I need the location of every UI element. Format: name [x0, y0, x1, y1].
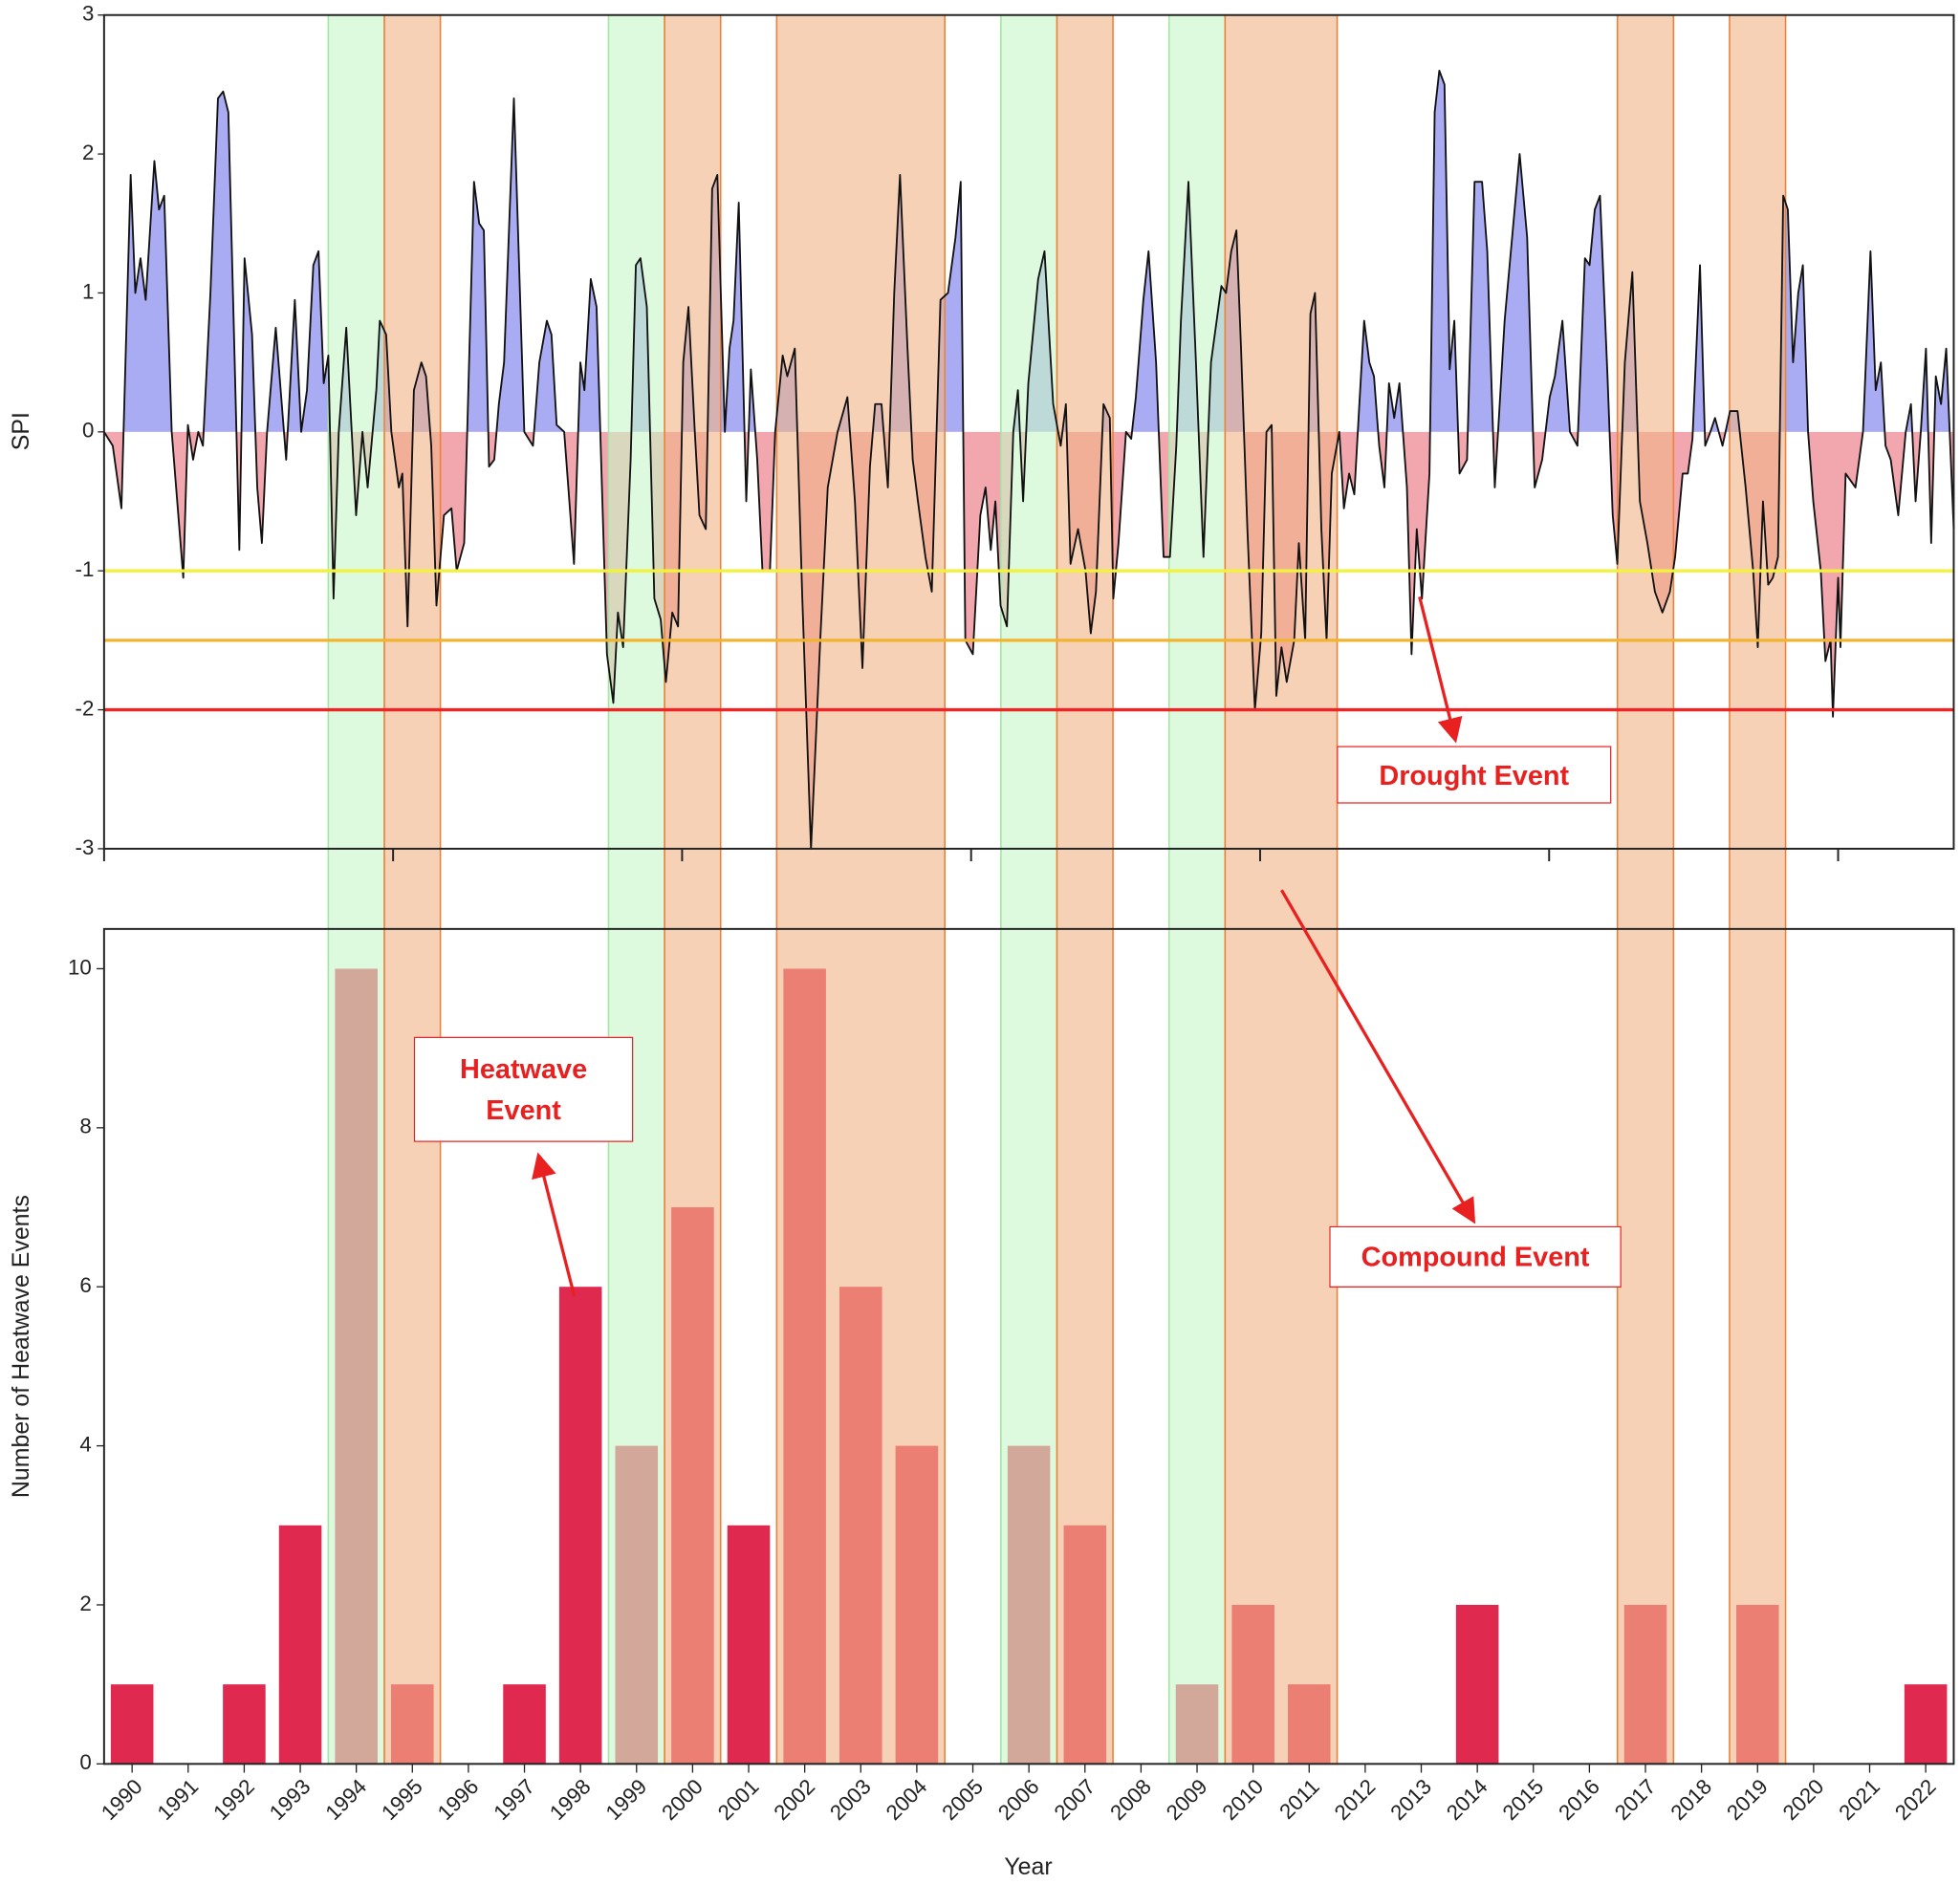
shaded-period: [775, 13, 947, 1765]
x-tick-label: 2022: [1890, 1774, 1941, 1825]
x-tick-label: 2010: [1217, 1774, 1268, 1825]
shaded-period: [1729, 13, 1787, 1765]
y-axis-title: Number of Heatwave Events: [8, 1195, 34, 1498]
annotation-text: Heatwave Event: [413, 1036, 634, 1142]
shaded-period: [1000, 13, 1058, 1765]
x-tick-label: 2019: [1722, 1774, 1773, 1825]
x-tick-label: 1990: [97, 1774, 147, 1825]
bar: [558, 1287, 602, 1765]
x-tick-label: 2009: [1162, 1774, 1212, 1825]
x-tick-label: 1995: [377, 1774, 427, 1825]
y-tick-label: 2: [79, 1592, 91, 1615]
y-tick-label: 0: [79, 1750, 91, 1774]
bar: [503, 1684, 546, 1765]
x-tick-label: 2004: [882, 1774, 932, 1825]
x-tick-label: 2005: [937, 1774, 988, 1825]
x-tick-label: 1996: [433, 1774, 484, 1825]
y-tick-label: 1: [82, 279, 94, 303]
spi-line: [103, 69, 1955, 850]
x-axis-title: Year: [1004, 1853, 1052, 1880]
x-tick-label: 2017: [1610, 1774, 1661, 1825]
x-tick-label: 1993: [265, 1774, 316, 1825]
x-tick-label: 2012: [1330, 1774, 1381, 1825]
y-tick-label: 2: [82, 141, 94, 164]
annotation-box: Compound Event: [1329, 1225, 1622, 1288]
y-axis-title: SPI: [8, 412, 34, 450]
x-tick-label: 2007: [1050, 1774, 1100, 1825]
x-tick-label: 2011: [1274, 1774, 1324, 1824]
shaded-period: [1616, 13, 1675, 1765]
x-tick-label: 2015: [1498, 1774, 1549, 1825]
shaded-period: [1056, 13, 1114, 1765]
annotation-text: Drought Event: [1337, 746, 1612, 804]
y-tick-label: 3: [82, 2, 94, 26]
x-tick-label: 1999: [601, 1774, 652, 1825]
x-tick-label: 1992: [208, 1774, 259, 1825]
y-tick-label: -1: [76, 557, 95, 581]
shaded-period: [383, 13, 442, 1765]
x-tick-label: 2001: [713, 1774, 764, 1825]
x-tick-label: 2021: [1834, 1774, 1884, 1825]
bar: [110, 1684, 154, 1765]
bar: [1904, 1684, 1948, 1765]
y-tick-label: 8: [79, 1115, 91, 1138]
bar: [278, 1525, 322, 1765]
x-tick-label: 2020: [1778, 1774, 1829, 1825]
ann: Drought Event Heatwave Event Compound Even…: [413, 596, 1622, 1297]
y-tick-label: 0: [82, 419, 94, 443]
positive-area: [103, 70, 1954, 432]
y-tick-label: -3: [76, 835, 95, 859]
shaded-period: [327, 13, 385, 1765]
x-tick-label: 1994: [321, 1774, 372, 1825]
annotation-arrow: [1280, 889, 1476, 1224]
annotation-box: Heatwave Event: [413, 1036, 634, 1142]
plot-frame: [102, 927, 1955, 1765]
x-tick-label: 1997: [489, 1774, 539, 1825]
x-tick-label: 2008: [1105, 1774, 1156, 1825]
shaded-period: [1167, 13, 1227, 1765]
x-tick-label: 2006: [993, 1774, 1044, 1825]
annotation-text: Compound Event: [1329, 1225, 1622, 1288]
annotation-arrow: [1418, 596, 1463, 744]
x-tick-label: 1991: [153, 1774, 204, 1825]
bar: [727, 1525, 771, 1765]
shaded-period: [664, 13, 722, 1765]
x-tick-label: 1998: [545, 1774, 596, 1825]
annotation-box: Drought Event: [1337, 746, 1612, 804]
line: [103, 69, 1955, 850]
y-tick-label: 4: [79, 1432, 91, 1456]
bar: [1455, 1604, 1499, 1765]
x-tick-label: 2000: [657, 1774, 708, 1825]
x-tick-label: 2013: [1385, 1774, 1436, 1825]
x-tick-label: 2003: [825, 1774, 876, 1825]
bar: [223, 1684, 266, 1765]
x-tick-label: 2002: [769, 1774, 819, 1825]
x-tick-label: 2016: [1554, 1774, 1604, 1825]
x-tick-label: 2018: [1666, 1774, 1716, 1825]
x-tick-label: 2014: [1442, 1774, 1492, 1825]
bands: [327, 13, 1787, 1765]
shaded-period: [607, 13, 665, 1765]
y-tick-label: 6: [79, 1273, 91, 1297]
shaded-period: [1224, 13, 1339, 1765]
y-tick-label: 10: [68, 955, 92, 979]
plot-frame: [102, 13, 1955, 850]
y-tick-label: -2: [76, 696, 95, 720]
annotation-arrow: [532, 1152, 577, 1297]
